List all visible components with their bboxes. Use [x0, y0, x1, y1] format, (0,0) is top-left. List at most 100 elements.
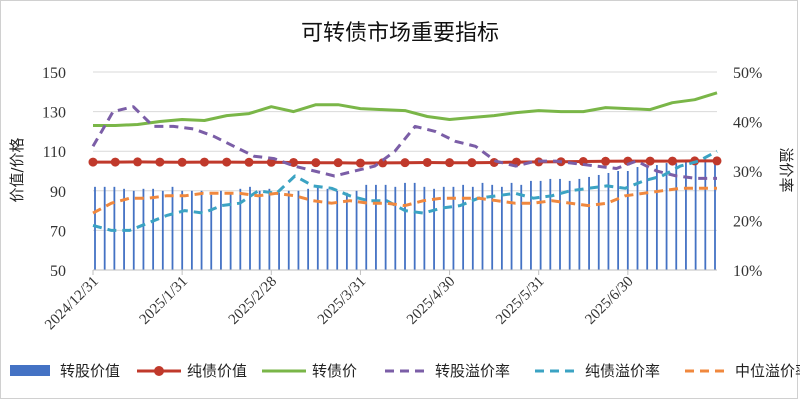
bar-conversion-value — [578, 178, 581, 270]
bar-conversion-value — [452, 186, 455, 270]
bar-conversion-value — [336, 190, 339, 270]
x-tick-label: 2025/1/31 — [137, 274, 191, 328]
y-right-tick-label: 20% — [733, 214, 762, 231]
bar-conversion-value — [229, 192, 232, 270]
marker-纯债价值 — [601, 156, 611, 166]
x-tick-label: 2025/5/31 — [493, 274, 547, 328]
bar-conversion-value — [152, 188, 155, 270]
legend-swatch-marker — [154, 366, 164, 376]
marker-纯债价值 — [667, 156, 677, 166]
bar-conversion-value — [655, 165, 658, 270]
marker-纯债价值 — [645, 156, 655, 166]
bar-conversion-value — [345, 192, 348, 270]
bar-conversion-value — [413, 182, 416, 270]
legend-swatch-bar — [10, 365, 50, 376]
marker-纯债价值 — [155, 157, 165, 167]
bar-conversion-value — [714, 157, 716, 270]
bar-conversion-value — [316, 186, 319, 270]
bar-conversion-value — [404, 182, 406, 270]
x-tick-label: 2024/12/31 — [42, 274, 102, 334]
marker-纯债价值 — [289, 157, 299, 167]
marker-纯债价值 — [110, 157, 120, 167]
bar-conversion-value — [491, 184, 494, 270]
marker-纯债价值 — [222, 157, 232, 167]
marker-纯债价值 — [333, 158, 343, 168]
bar-conversion-value — [375, 184, 377, 270]
x-axis: 2024/12/31 2025/1/31 2025/2/28 2025/3/31 202… — [42, 269, 717, 334]
legend-label: 转股溢价率 — [435, 362, 510, 380]
marker-纯债价值 — [378, 158, 388, 168]
marker-纯债价值 — [400, 158, 410, 168]
marker-纯债价值 — [311, 158, 321, 168]
y-right-tick-label: 30% — [733, 164, 762, 181]
bar-conversion-value — [665, 163, 668, 270]
legend-label: 转股价值 — [60, 362, 120, 380]
marker-纯债价值 — [445, 158, 455, 168]
bar-conversion-value — [103, 186, 106, 270]
y-left-tick-label: 150 — [42, 65, 66, 82]
x-tick-label: 2025/4/30 — [404, 274, 458, 328]
bar-conversion-value — [675, 163, 678, 270]
legend-label: 中位溢价率 — [735, 362, 800, 380]
bar-conversion-value — [161, 190, 164, 270]
bar-conversion-value — [588, 176, 590, 270]
marker-纯债价值 — [712, 156, 722, 166]
bar-conversion-value — [268, 188, 271, 270]
bar-conversion-value — [646, 167, 649, 270]
bar-conversion-value — [142, 188, 145, 270]
y-axis-right-label: 溢价率 — [777, 147, 795, 192]
line-转债价 — [93, 91, 718, 127]
bar-conversion-value — [626, 171, 629, 270]
chart-title: 可转债市场重要指标 — [301, 21, 499, 46]
bar-conversion-value — [384, 184, 387, 270]
marker-纯债价值 — [199, 157, 209, 167]
marker-纯债价值 — [88, 157, 98, 167]
bar-conversion-value — [394, 186, 397, 270]
marker-纯债价值 — [467, 158, 477, 168]
bar-conversion-value — [442, 186, 445, 270]
y-axis-left: 50 70 90 110 130 150 — [42, 65, 66, 280]
bar-conversion-value — [549, 178, 552, 270]
y-left-tick-label: 70 — [50, 223, 66, 240]
bar-conversion-value — [704, 159, 707, 270]
legend-label: 转债价 — [312, 362, 357, 380]
y-right-tick-label: 10% — [733, 263, 762, 280]
marker-纯债价值 — [177, 157, 187, 167]
bar-conversion-value — [694, 161, 697, 270]
bar-conversion-value — [181, 190, 184, 270]
bar-conversion-value — [94, 186, 96, 270]
bar-conversion-value — [239, 188, 242, 270]
bar-conversion-value — [307, 188, 310, 270]
bar-conversion-value — [365, 184, 368, 270]
bar-conversion-value — [559, 178, 561, 270]
bar-conversion-value — [210, 194, 213, 270]
legend-label: 纯债溢价率 — [585, 362, 660, 380]
bar-conversion-value — [355, 190, 358, 270]
bar-conversion-value — [520, 184, 523, 270]
line-转股溢价率 — [91, 105, 717, 180]
bar-conversion-value — [597, 174, 600, 270]
line-series-group — [88, 91, 722, 232]
bar-conversion-value — [132, 190, 135, 270]
bar-conversion-value — [617, 171, 620, 270]
x-tick-label: 2025/6/30 — [582, 274, 636, 328]
bar-conversion-value — [636, 167, 639, 270]
bar-conversion-value — [200, 190, 203, 270]
bar-conversion-value — [530, 180, 532, 270]
x-tick-label: 2025/2/28 — [226, 274, 280, 328]
bar-conversion-value — [171, 186, 174, 270]
bar-conversion-value — [471, 186, 474, 270]
bar-conversion-value — [481, 182, 484, 270]
bar-conversion-value — [220, 190, 222, 270]
marker-纯债价值 — [244, 157, 254, 167]
bar-conversion-value — [278, 192, 280, 270]
y-axis-left-label: 价值/价格 — [8, 137, 26, 202]
marker-纯债价值 — [422, 157, 432, 167]
marker-纯债价值 — [133, 157, 143, 167]
marker-纯债价值 — [355, 158, 365, 168]
y-axis-right: 10% 20% 30% 40% 50% — [733, 65, 762, 280]
bar-conversion-value — [258, 190, 261, 270]
y-right-tick-label: 50% — [733, 65, 762, 82]
y-left-tick-label: 130 — [42, 105, 66, 122]
